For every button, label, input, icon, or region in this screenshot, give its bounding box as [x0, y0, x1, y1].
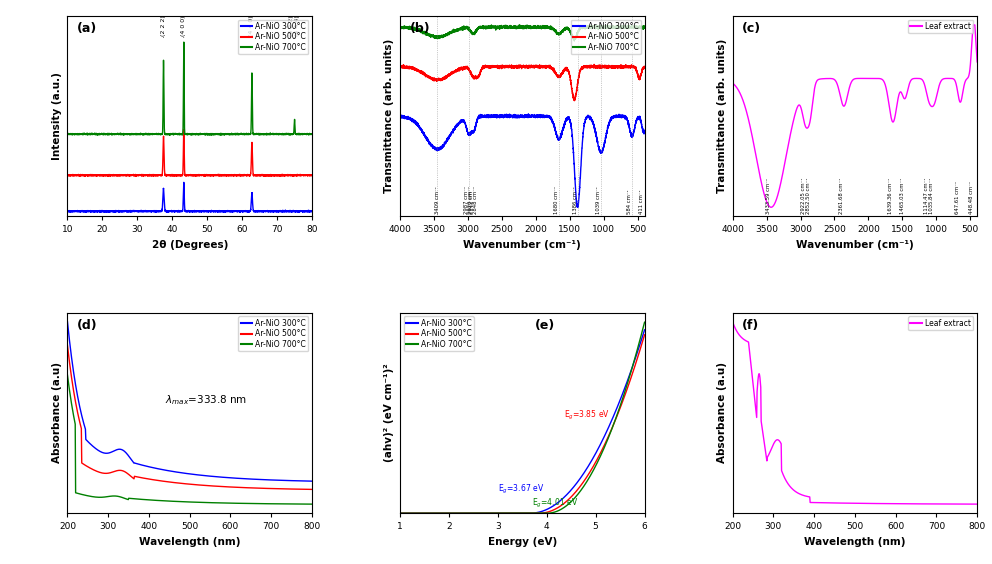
Y-axis label: Intensity (a.u.): Intensity (a.u.)	[52, 72, 62, 160]
X-axis label: Wavenumber (cm⁻¹): Wavenumber (cm⁻¹)	[796, 240, 914, 250]
Text: (4 0 0): (4 0 0)	[182, 16, 186, 36]
Text: 1639.36 cm⁻¹: 1639.36 cm⁻¹	[888, 178, 893, 214]
Text: 647.61 cm⁻¹: 647.61 cm⁻¹	[955, 182, 960, 214]
Legend: Ar-NiO 300°C, Ar-NiO 500°C, Ar-NiO 700°C: Ar-NiO 300°C, Ar-NiO 500°C, Ar-NiO 700°C	[238, 316, 309, 351]
Text: 448.48 cm⁻¹: 448.48 cm⁻¹	[969, 182, 974, 214]
Text: 1114.47 cm⁻¹: 1114.47 cm⁻¹	[924, 178, 929, 214]
Text: 3433.59 cm⁻¹: 3433.59 cm⁻¹	[766, 178, 771, 214]
Text: 584 cm⁻¹: 584 cm⁻¹	[627, 190, 632, 214]
X-axis label: Energy (eV): Energy (eV)	[488, 537, 557, 547]
Y-axis label: (ahv)² (eV cm⁻¹)²: (ahv)² (eV cm⁻¹)²	[385, 364, 395, 462]
Text: 2987 cm⁻¹: 2987 cm⁻¹	[464, 186, 469, 214]
Text: 1386 cm⁻¹: 1386 cm⁻¹	[572, 187, 577, 214]
Text: E$_g$=3.85 eV: E$_g$=3.85 eV	[563, 409, 610, 422]
Text: E$_g$=3.67 eV: E$_g$=3.67 eV	[498, 483, 544, 496]
Text: 1039 cm⁻¹: 1039 cm⁻¹	[596, 187, 601, 214]
Text: (4 4 0): (4 4 0)	[249, 16, 254, 36]
Text: 1035.84 cm⁻¹: 1035.84 cm⁻¹	[929, 178, 933, 214]
Text: 2361.68 cm⁻¹: 2361.68 cm⁻¹	[839, 178, 844, 214]
Text: (2 2 2): (2 2 2)	[161, 16, 166, 36]
Legend: Ar-NiO 300°C, Ar-NiO 500°C, Ar-NiO 700°C: Ar-NiO 300°C, Ar-NiO 500°C, Ar-NiO 700°C	[570, 20, 641, 54]
Text: (a): (a)	[77, 22, 97, 35]
Y-axis label: Absorbance (a.u): Absorbance (a.u)	[52, 363, 62, 464]
X-axis label: Wavenumber (cm⁻¹): Wavenumber (cm⁻¹)	[463, 240, 581, 250]
Text: (d): (d)	[77, 319, 98, 332]
Text: $\lambda_{max}$=333.8 nm: $\lambda_{max}$=333.8 nm	[166, 393, 247, 407]
Y-axis label: Transmittance (arb. units): Transmittance (arb. units)	[717, 39, 727, 193]
Text: (f): (f)	[742, 319, 760, 332]
Y-axis label: Absorbance (a.u): Absorbance (a.u)	[717, 363, 727, 464]
Legend: Ar-NiO 300°C, Ar-NiO 500°C, Ar-NiO 700°C: Ar-NiO 300°C, Ar-NiO 500°C, Ar-NiO 700°C	[238, 20, 309, 54]
X-axis label: 2θ (Degrees): 2θ (Degrees)	[152, 240, 228, 250]
Text: 2852.50 cm⁻¹: 2852.50 cm⁻¹	[806, 178, 810, 214]
Text: (b): (b)	[410, 22, 431, 35]
Text: 3409 cm⁻¹: 3409 cm⁻¹	[435, 187, 440, 214]
Text: 2848 cm⁻¹: 2848 cm⁻¹	[473, 186, 478, 214]
Text: 2912 cm: 2912 cm	[469, 191, 474, 214]
Text: (e): (e)	[535, 319, 555, 332]
Text: 1680 cm⁻¹: 1680 cm⁻¹	[554, 186, 558, 214]
Text: (c): (c)	[742, 22, 762, 35]
Text: 411 cm⁻¹: 411 cm⁻¹	[639, 190, 644, 214]
Text: (6 2 2)
(4 4 4): (6 2 2) (4 4 4)	[289, 16, 300, 36]
X-axis label: Wavelength (nm): Wavelength (nm)	[805, 537, 906, 547]
Legend: Ar-NiO 300°C, Ar-NiO 500°C, Ar-NiO 700°C: Ar-NiO 300°C, Ar-NiO 500°C, Ar-NiO 700°C	[404, 316, 474, 351]
Text: E$_g$=4.01 eV: E$_g$=4.01 eV	[532, 497, 578, 510]
Text: 2922.05 cm⁻¹: 2922.05 cm⁻¹	[801, 178, 806, 214]
X-axis label: Wavelength (nm): Wavelength (nm)	[139, 537, 240, 547]
Y-axis label: Transmittance (arb. units): Transmittance (arb. units)	[385, 39, 395, 193]
Text: 1465.03 cm⁻¹: 1465.03 cm⁻¹	[900, 178, 905, 214]
Text: 2920 cm⁻¹: 2920 cm⁻¹	[468, 186, 473, 214]
Legend: Leaf extract: Leaf extract	[909, 20, 973, 33]
Legend: Leaf extract: Leaf extract	[909, 316, 973, 330]
